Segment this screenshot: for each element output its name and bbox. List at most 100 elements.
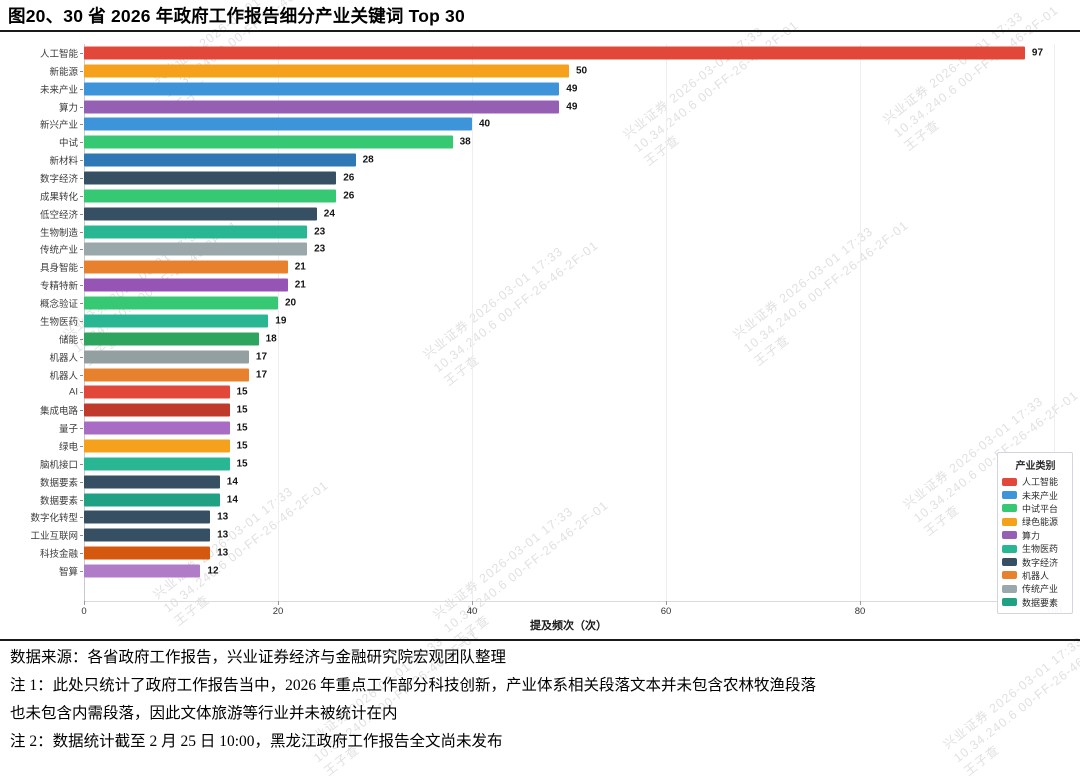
bar[interactable] bbox=[84, 564, 201, 578]
bar-row: 数据要素 14 bbox=[0, 491, 1080, 509]
bar[interactable] bbox=[84, 64, 569, 78]
bar[interactable] bbox=[84, 439, 230, 453]
bar[interactable] bbox=[84, 153, 356, 167]
bar-value-label: 13 bbox=[217, 547, 229, 559]
bar-row: 机器人 17 bbox=[0, 348, 1080, 366]
bar[interactable] bbox=[84, 207, 317, 221]
bar[interactable] bbox=[84, 510, 211, 524]
bar[interactable] bbox=[84, 117, 472, 131]
bar-row: AI 15 bbox=[0, 383, 1080, 401]
legend-item[interactable]: 生物医药 bbox=[1002, 542, 1069, 555]
bar-category-label: 具身智能 bbox=[39, 263, 78, 275]
bar[interactable] bbox=[84, 332, 259, 346]
legend-item-label: 传统产业 bbox=[1022, 584, 1059, 595]
bar-value-label: 40 bbox=[479, 118, 491, 130]
y-tick bbox=[80, 106, 83, 108]
legend-box: 产业类别 人工智能 未来产业 中试平台 绿色能源算力 生物医药 数字经济 机器人传统产业 数据… bbox=[997, 452, 1073, 614]
bar[interactable] bbox=[84, 493, 220, 507]
legend-item-label: 算力 bbox=[1022, 530, 1041, 541]
bar[interactable] bbox=[84, 368, 249, 382]
bar[interactable] bbox=[84, 296, 278, 310]
bar-category-label: 传统产业 bbox=[39, 245, 78, 257]
bar-value-label: 26 bbox=[343, 190, 355, 202]
y-tick bbox=[80, 463, 83, 465]
bar-row: 成果转化 26 bbox=[0, 187, 1080, 205]
y-tick bbox=[80, 267, 83, 269]
note1-line: 注 1：此处只统计了政府工作报告当中，2026 年重点工作部分科技创新，产业体系… bbox=[10, 677, 817, 694]
y-tick bbox=[80, 320, 83, 322]
bar[interactable] bbox=[84, 171, 337, 185]
bar[interactable] bbox=[84, 82, 560, 96]
bar[interactable] bbox=[84, 528, 211, 542]
bar[interactable] bbox=[84, 46, 1025, 60]
bar[interactable] bbox=[84, 225, 308, 239]
bar[interactable] bbox=[84, 242, 308, 256]
y-tick bbox=[80, 124, 83, 126]
bar[interactable] bbox=[84, 546, 211, 560]
bar[interactable] bbox=[84, 421, 230, 435]
bar-category-label: 集成电路 bbox=[39, 406, 78, 418]
legend-swatch bbox=[1002, 504, 1017, 513]
y-tick bbox=[80, 481, 83, 483]
gridline bbox=[278, 44, 279, 601]
y-tick bbox=[80, 177, 83, 179]
bar[interactable] bbox=[84, 385, 230, 399]
bar-row: 数字化转型 13 bbox=[0, 509, 1080, 527]
bar-row: 概念验证 20 bbox=[0, 294, 1080, 312]
bar[interactable] bbox=[84, 350, 249, 364]
gridline bbox=[1054, 44, 1055, 601]
legend-item[interactable]: 算力 bbox=[1002, 529, 1069, 542]
legend-item[interactable]: 数字经济 bbox=[1002, 555, 1069, 568]
bar[interactable] bbox=[84, 278, 288, 292]
bar[interactable] bbox=[84, 457, 230, 471]
x-tick-label: 40 bbox=[466, 606, 478, 617]
bar-value-label: 13 bbox=[217, 529, 229, 541]
title-divider bbox=[0, 30, 1080, 32]
bar-category-label: 算力 bbox=[58, 102, 78, 114]
bar[interactable] bbox=[84, 475, 220, 489]
bar-value-label: 28 bbox=[362, 154, 374, 166]
x-tick bbox=[278, 601, 279, 605]
y-tick bbox=[80, 231, 83, 233]
y-tick bbox=[80, 70, 83, 72]
bar-value-label: 17 bbox=[255, 369, 268, 381]
bar-category-label: 生物制造 bbox=[39, 227, 78, 239]
legend-item[interactable]: 机器人 bbox=[1002, 569, 1069, 582]
y-tick bbox=[80, 445, 83, 447]
bar-category-label: 科技金融 bbox=[39, 549, 78, 561]
bar-category-label: 绿电 bbox=[58, 441, 78, 453]
legend-title: 产业类别 bbox=[1015, 461, 1056, 472]
legend-item[interactable]: 数据要素 bbox=[1002, 596, 1069, 609]
legend-item[interactable]: 未来产业 bbox=[1002, 488, 1069, 501]
legend-item[interactable]: 绿色能源 bbox=[1002, 515, 1069, 528]
bar-row: 储能 18 bbox=[0, 330, 1080, 348]
source-notes: 数据来源：各省政府工作报告，兴业证券经济与金融研究院宏观团队整理 注 1：此处只… bbox=[10, 644, 1070, 756]
bar-value-label: 12 bbox=[207, 565, 219, 577]
bar-row: 中试 38 bbox=[0, 133, 1080, 151]
bar-category-label: 成果转化 bbox=[39, 191, 78, 203]
bar-value-label: 23 bbox=[314, 226, 326, 238]
legend-item[interactable]: 中试平台 bbox=[1002, 502, 1069, 515]
bar-category-label: 新兴产业 bbox=[39, 120, 78, 132]
bar-category-label: 数据要素 bbox=[39, 477, 78, 489]
bar[interactable] bbox=[84, 135, 453, 149]
bar-value-label: 21 bbox=[294, 261, 306, 273]
bar-category-label: 中试 bbox=[58, 138, 78, 150]
y-tick bbox=[80, 195, 83, 197]
bar-category-label: 概念验证 bbox=[39, 299, 78, 311]
y-tick bbox=[80, 571, 83, 573]
y-tick bbox=[80, 213, 83, 215]
footer-divider bbox=[0, 639, 1080, 641]
legend-item[interactable]: 人工智能 bbox=[1002, 475, 1069, 488]
bar[interactable] bbox=[84, 403, 230, 417]
legend-swatch bbox=[1002, 517, 1017, 526]
x-tick bbox=[84, 601, 85, 605]
bar[interactable] bbox=[84, 100, 560, 114]
legend-item[interactable]: 传统产业 bbox=[1002, 582, 1069, 595]
y-tick bbox=[80, 249, 83, 251]
y-tick bbox=[80, 303, 83, 305]
bar-value-label: 18 bbox=[265, 333, 277, 345]
bar[interactable] bbox=[84, 260, 288, 274]
bar[interactable] bbox=[84, 189, 337, 203]
bar[interactable] bbox=[84, 314, 269, 328]
